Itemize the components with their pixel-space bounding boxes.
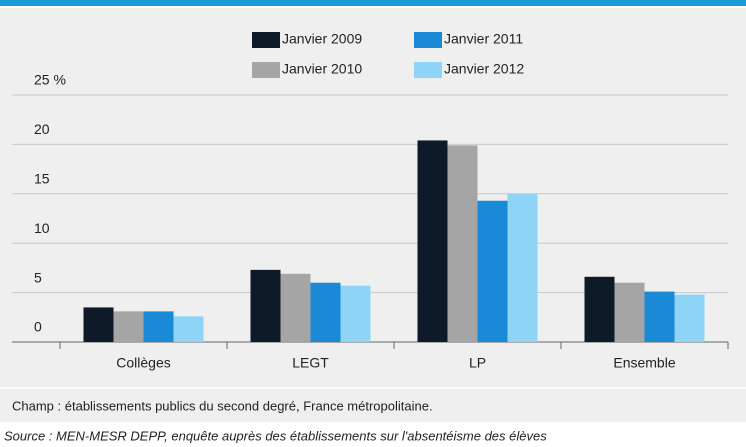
bar: [83, 307, 114, 342]
legend-label: Janvier 2012: [444, 61, 524, 77]
legend-swatch: [252, 62, 280, 78]
bar: [113, 311, 144, 342]
y-tick-label: 10: [34, 220, 50, 236]
legend-label: Janvier 2010: [282, 61, 362, 77]
top-band: [0, 0, 746, 6]
bar: [447, 145, 478, 342]
bar: [310, 282, 341, 342]
x-tick-label: Ensemble: [613, 355, 675, 371]
y-tick-label: 0: [34, 319, 42, 335]
note: Champ : établissements publics du second…: [12, 398, 433, 413]
bar: [143, 311, 174, 342]
panel: [0, 8, 746, 422]
legend-swatch: [414, 32, 442, 48]
bar: [250, 269, 281, 342]
source: Source : MEN-MESR DEPP, enquête auprès d…: [4, 428, 547, 443]
bar: [614, 282, 645, 342]
legend-label: Janvier 2009: [282, 31, 362, 47]
x-tick-label: Collèges: [116, 355, 170, 371]
bar: [280, 273, 311, 342]
bar: [173, 316, 204, 342]
bar: [507, 193, 538, 342]
legend-label: Janvier 2011: [444, 31, 523, 47]
bar: [584, 276, 615, 342]
x-tick-label: LP: [469, 355, 486, 371]
bar: [417, 140, 448, 342]
bar: [674, 294, 705, 342]
bar: [340, 285, 371, 342]
legend-swatch: [414, 62, 442, 78]
y-tick-label: 20: [34, 121, 50, 137]
x-tick-label: LEGT: [292, 355, 329, 371]
bar: [644, 291, 675, 342]
y-tick-label: 15: [34, 171, 50, 187]
legend-swatch: [252, 32, 280, 48]
y-tick-label: 25 %: [34, 72, 66, 88]
y-tick-label: 5: [34, 269, 42, 285]
bar: [477, 200, 508, 342]
